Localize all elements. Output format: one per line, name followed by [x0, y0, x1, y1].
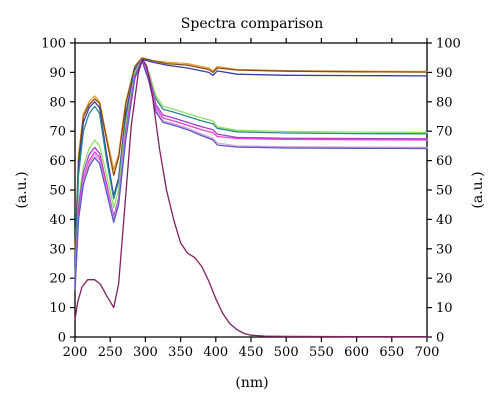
y-tick-label-left: 0	[58, 331, 66, 346]
y-tick-label-left: 10	[49, 301, 66, 316]
y-tick-label-left: 30	[49, 242, 66, 257]
x-axis-title: (nm)	[235, 375, 268, 391]
series-line-3	[74, 58, 428, 265]
y-tick-label-left: 20	[49, 272, 66, 287]
x-tick-label: 450	[239, 345, 264, 360]
y-tick-label-right: 90	[436, 66, 453, 81]
y-tick-label-right: 30	[436, 242, 453, 257]
y-axis-title-right: (a.u.)	[470, 171, 486, 208]
y-tick-label-left: 100	[41, 37, 66, 52]
y-tick-label-right: 80	[436, 95, 453, 110]
series-line-10	[74, 58, 428, 338]
y-tick-label-left: 40	[49, 213, 66, 228]
series-layer	[74, 57, 428, 338]
x-tick-label: 250	[98, 345, 123, 360]
series-line-5	[74, 58, 428, 279]
y-tick-label-right: 50	[436, 184, 453, 199]
y-tick-label-right: 40	[436, 213, 453, 228]
x-tick-label: 350	[168, 345, 193, 360]
y-tick-label-left: 50	[49, 184, 66, 199]
series-line-2	[74, 57, 428, 262]
y-tick-label-left: 80	[49, 95, 66, 110]
y-tick-label-right: 60	[436, 154, 453, 169]
x-tick-label: 550	[309, 345, 334, 360]
y-tick-label-right: 70	[436, 125, 453, 140]
y-tick-label-right: 100	[436, 37, 461, 52]
x-tick-label: 200	[63, 345, 88, 360]
y-axis-title-left: (a.u.)	[14, 171, 30, 208]
series-line-1	[74, 57, 428, 256]
y-tick-label-right: 20	[436, 272, 453, 287]
x-tick-label: 500	[274, 345, 299, 360]
x-tick-label: 650	[379, 345, 404, 360]
x-tick-label: 400	[203, 345, 228, 360]
series-line-9	[74, 59, 428, 291]
y-tick-label-left: 90	[49, 66, 66, 81]
y-tick-label-left: 70	[49, 125, 66, 140]
x-tick-label: 600	[344, 345, 369, 360]
y-tick-label-right: 10	[436, 301, 453, 316]
x-tick-label: 700	[415, 345, 440, 360]
y-tick-label-right: 0	[436, 331, 444, 346]
x-tick-label: 300	[133, 345, 158, 360]
chart-title: Spectra comparison	[181, 16, 323, 32]
y-tick-label-left: 60	[49, 154, 66, 169]
